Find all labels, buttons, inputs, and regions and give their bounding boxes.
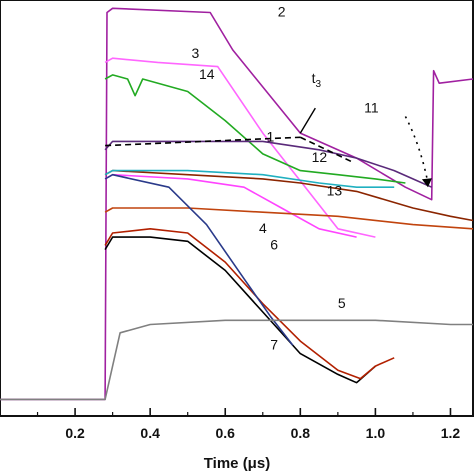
curve-label-2: 2: [278, 4, 286, 20]
curve-label-3: 3: [191, 45, 199, 61]
annotation-layer: [105, 107, 432, 188]
dotted-arrow-head: [421, 178, 432, 188]
x-tick-label: 1.0: [366, 425, 386, 441]
curve-label-7: 7: [270, 336, 278, 352]
x-tick-label: 0.2: [65, 425, 85, 441]
series-line-6: [104, 173, 294, 346]
dotted-arrow: [404, 116, 429, 184]
t3-pointer-arrow: [299, 107, 316, 134]
x-tick-label: 0.8: [291, 425, 311, 441]
curve-label-6: 6: [270, 237, 278, 253]
series-layer: [0, 7, 474, 401]
series-line-11: [104, 140, 433, 188]
curve-label-11: 11: [364, 99, 379, 115]
x-tick-label: 0.6: [216, 425, 236, 441]
curve-label-12: 12: [312, 149, 328, 165]
curve-label-14: 14: [199, 66, 215, 82]
series-line-13: [104, 173, 357, 238]
curve-label-5: 5: [338, 295, 346, 311]
x-axis-ticks: 0.2 0.4 0.6 0.8 1.0 1.2: [36, 408, 461, 441]
series-line-7: [0, 319, 473, 401]
series-line-upper: [104, 207, 474, 230]
series-line-2: [0, 7, 474, 401]
series-line-12: [104, 169, 395, 188]
series-line-3: [104, 57, 376, 238]
series-line-4: [104, 236, 376, 384]
series-line-14: [104, 74, 406, 184]
series-line-5: [104, 228, 395, 380]
plot-frame: [0, 0, 474, 417]
curve-label-4: 4: [259, 220, 267, 236]
curve-label-13: 13: [327, 183, 343, 199]
curve-label-1: 1: [267, 128, 275, 144]
series-line-1: [104, 169, 474, 222]
x-tick-label: 0.4: [140, 425, 160, 441]
x-tick-label: 1.2: [441, 425, 461, 441]
curve-label-t3: t3: [312, 70, 322, 90]
x-axis-label: Time (μs): [204, 455, 270, 472]
dashed-fit-line: [105, 136, 301, 147]
